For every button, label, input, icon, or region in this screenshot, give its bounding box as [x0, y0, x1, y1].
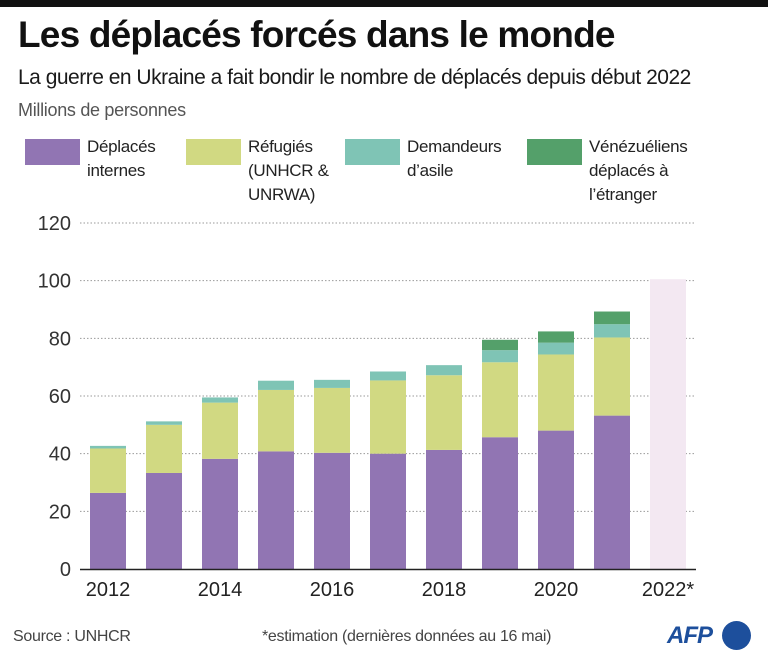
x-tick-label: 2022* [642, 579, 694, 601]
chart-title: Les déplacés forcés dans le monde [18, 14, 615, 55]
legend-label: Réfugiés (UNHCR & UNRWA) [248, 137, 329, 204]
bar-segment-demandeurs-asile [146, 421, 182, 425]
bar-segment-demandeurs-asile [90, 445, 126, 449]
bar-stack [370, 371, 406, 569]
bar-segment-deplaces-internes [370, 453, 406, 569]
bar-segment-demandeurs-asile [426, 365, 462, 376]
bar-segment-refugies [482, 362, 518, 438]
x-tick-label: 2012 [86, 579, 131, 601]
legend-swatch [345, 139, 400, 165]
bar-segment-deplaces-internes [202, 458, 238, 569]
bar-segment-refugies [146, 424, 182, 473]
unit-label: Millions de personnes [18, 100, 186, 120]
bar-segment-deplaces-internes [538, 430, 574, 569]
y-tick-label: 100 [38, 271, 71, 293]
bar-segment-deplaces-internes [258, 451, 294, 569]
bar-stack [426, 365, 462, 569]
x-tick-label: 2014 [198, 579, 243, 601]
bar-segment-refugies [202, 402, 238, 459]
bar-segment-refugies [258, 389, 294, 452]
bar-segment-venezueliens [482, 339, 518, 351]
bar-segment-deplaces-internes [146, 472, 182, 569]
y-tick-label: 80 [49, 328, 71, 350]
bar-stack [538, 331, 574, 569]
chart-subtitle: La guerre en Ukraine a fait bondir le no… [18, 66, 691, 89]
bar-segment-refugies [426, 375, 462, 450]
x-tick-label: 2016 [310, 579, 355, 601]
y-axis-ticks: 0 20 40 60 80 100 120 [38, 213, 71, 581]
bar-segment-refugies [594, 337, 630, 416]
bar-stack [90, 445, 126, 569]
legend-swatch [25, 139, 80, 165]
bar-segment-deplaces-internes [594, 415, 630, 569]
bar-segment-deplaces-internes [90, 492, 126, 569]
top-rule [0, 0, 768, 7]
bar-segment-venezueliens [594, 311, 630, 325]
bar-segment-deplaces-internes [314, 452, 350, 569]
y-tick-label: 60 [49, 386, 71, 408]
bar-segment-demandeurs-asile [314, 379, 350, 388]
bar-stack [202, 397, 238, 569]
x-tick-label: 2020 [534, 579, 579, 601]
afp-logo-text: AFP [667, 622, 713, 649]
bar-segment-demandeurs-asile [258, 380, 294, 390]
bar-segment-refugies [314, 387, 350, 453]
y-tick-label: 0 [60, 559, 71, 581]
x-axis-ticks: 2012 2014 2016 2018 2020 2022* [86, 579, 695, 601]
legend-swatch [527, 139, 582, 165]
y-tick-label: 120 [38, 213, 71, 235]
legend-swatch [186, 139, 241, 165]
y-tick-label: 40 [49, 444, 71, 466]
legend-label: Déplacés internes [87, 137, 156, 180]
bar-segment-demandeurs-asile [594, 324, 630, 338]
bar-segment-deplaces-internes [426, 449, 462, 569]
legend-label: Demandeurs d’asile [407, 137, 502, 180]
bar-segment-demandeurs-asile [370, 371, 406, 381]
bar-segment-venezueliens [538, 331, 574, 343]
legend-label: Vénézuéliens déplacés à l’étranger [589, 137, 688, 204]
bars [90, 279, 686, 569]
bar-segment-demandeurs-asile [538, 342, 574, 355]
bar-stack [258, 380, 294, 569]
bar-segment-refugies [538, 354, 574, 431]
bar-segment-deplaces-internes [482, 437, 518, 569]
bar-stack [482, 339, 518, 569]
bar-stack [650, 279, 686, 569]
estimate-footnote: *estimation (dernières données au 16 mai… [262, 628, 552, 645]
source-note: Source : UNHCR [13, 628, 131, 645]
bar-segment-demandeurs-asile [482, 350, 518, 363]
bar-stack [594, 311, 630, 569]
stacked-bar-chart: 0 20 40 60 80 100 120 2012 2014 2016 2018 2020 2022… [38, 213, 696, 601]
x-tick-label: 2018 [422, 579, 467, 601]
afp-logo-dot-icon [722, 621, 751, 650]
bar-stack [146, 421, 182, 569]
bar-segment-refugies [90, 448, 126, 493]
bar-segment-demandeurs-asile [202, 397, 238, 403]
bar-segment-estimate [650, 279, 686, 569]
bar-segment-refugies [370, 380, 406, 454]
y-tick-label: 20 [49, 501, 71, 523]
bar-stack [314, 379, 350, 569]
